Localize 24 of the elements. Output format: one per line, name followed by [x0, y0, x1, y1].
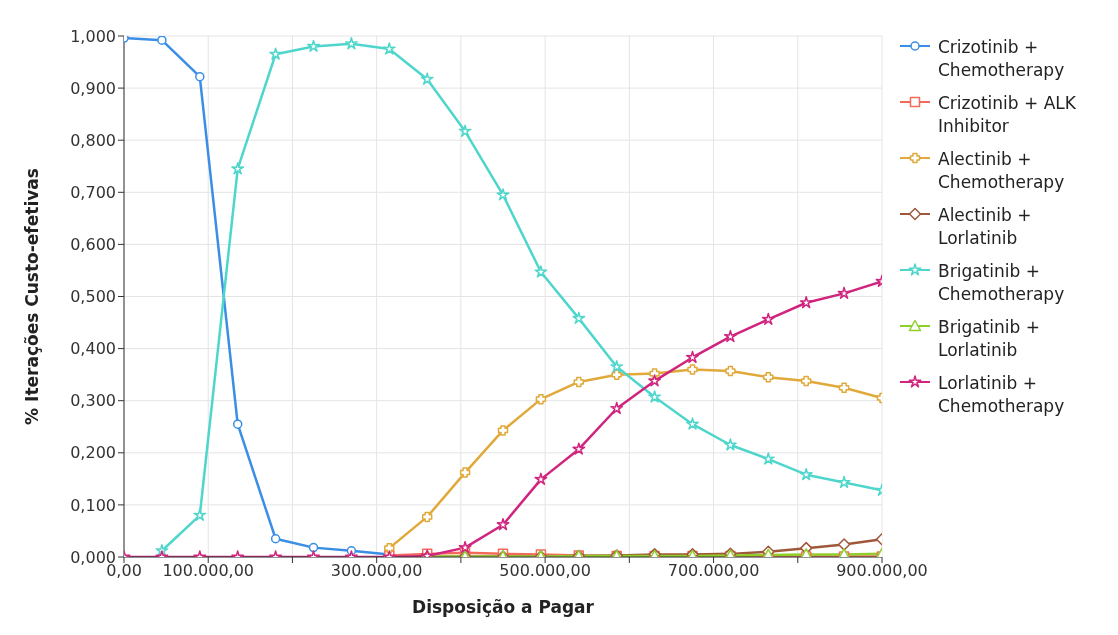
x-tick-label: 500.000,00	[499, 561, 591, 581]
y-tick-label: 0,500	[70, 287, 116, 307]
legend-label: Alectinib + Lorlatinib	[938, 204, 1033, 250]
y-tick-label: 0,900	[70, 78, 116, 98]
legend-label: Lorlatinib + Chemotherapy	[938, 372, 1066, 418]
y-tick-label: 0,800	[70, 130, 116, 150]
legend-label: Brigatinib + Chemotherapy	[938, 260, 1066, 306]
y-axis-title: % Iterações Custo-efetivas	[22, 168, 43, 425]
x-tick-label: 900.000,00	[836, 561, 928, 581]
y-tick-label: 0,300	[70, 391, 116, 411]
y-tick-label: 0,600	[70, 235, 116, 255]
legend-label: Crizotinib + ALK Inhibitor	[938, 92, 1077, 138]
y-tick-label: 0,100	[70, 495, 116, 515]
legend-label: Brigatinib + Lorlatinib	[938, 316, 1041, 362]
legend-label: Alectinib + Chemotherapy	[938, 148, 1066, 194]
x-axis-title: Disposição a Pagar	[412, 597, 595, 617]
y-tick-label: 0,700	[70, 182, 116, 202]
x-tick-label: 700.000,00	[667, 561, 760, 581]
y-tick-label: 1,000	[70, 26, 116, 46]
x-tick-label: 100.000,00	[162, 561, 255, 581]
y-tick-label: 0,400	[70, 339, 116, 359]
y-tick-label: 0,200	[70, 443, 116, 463]
legend-label: Crizotinib + Chemotherapy	[938, 36, 1066, 82]
x-tick-label: 300.000,00	[330, 561, 423, 581]
